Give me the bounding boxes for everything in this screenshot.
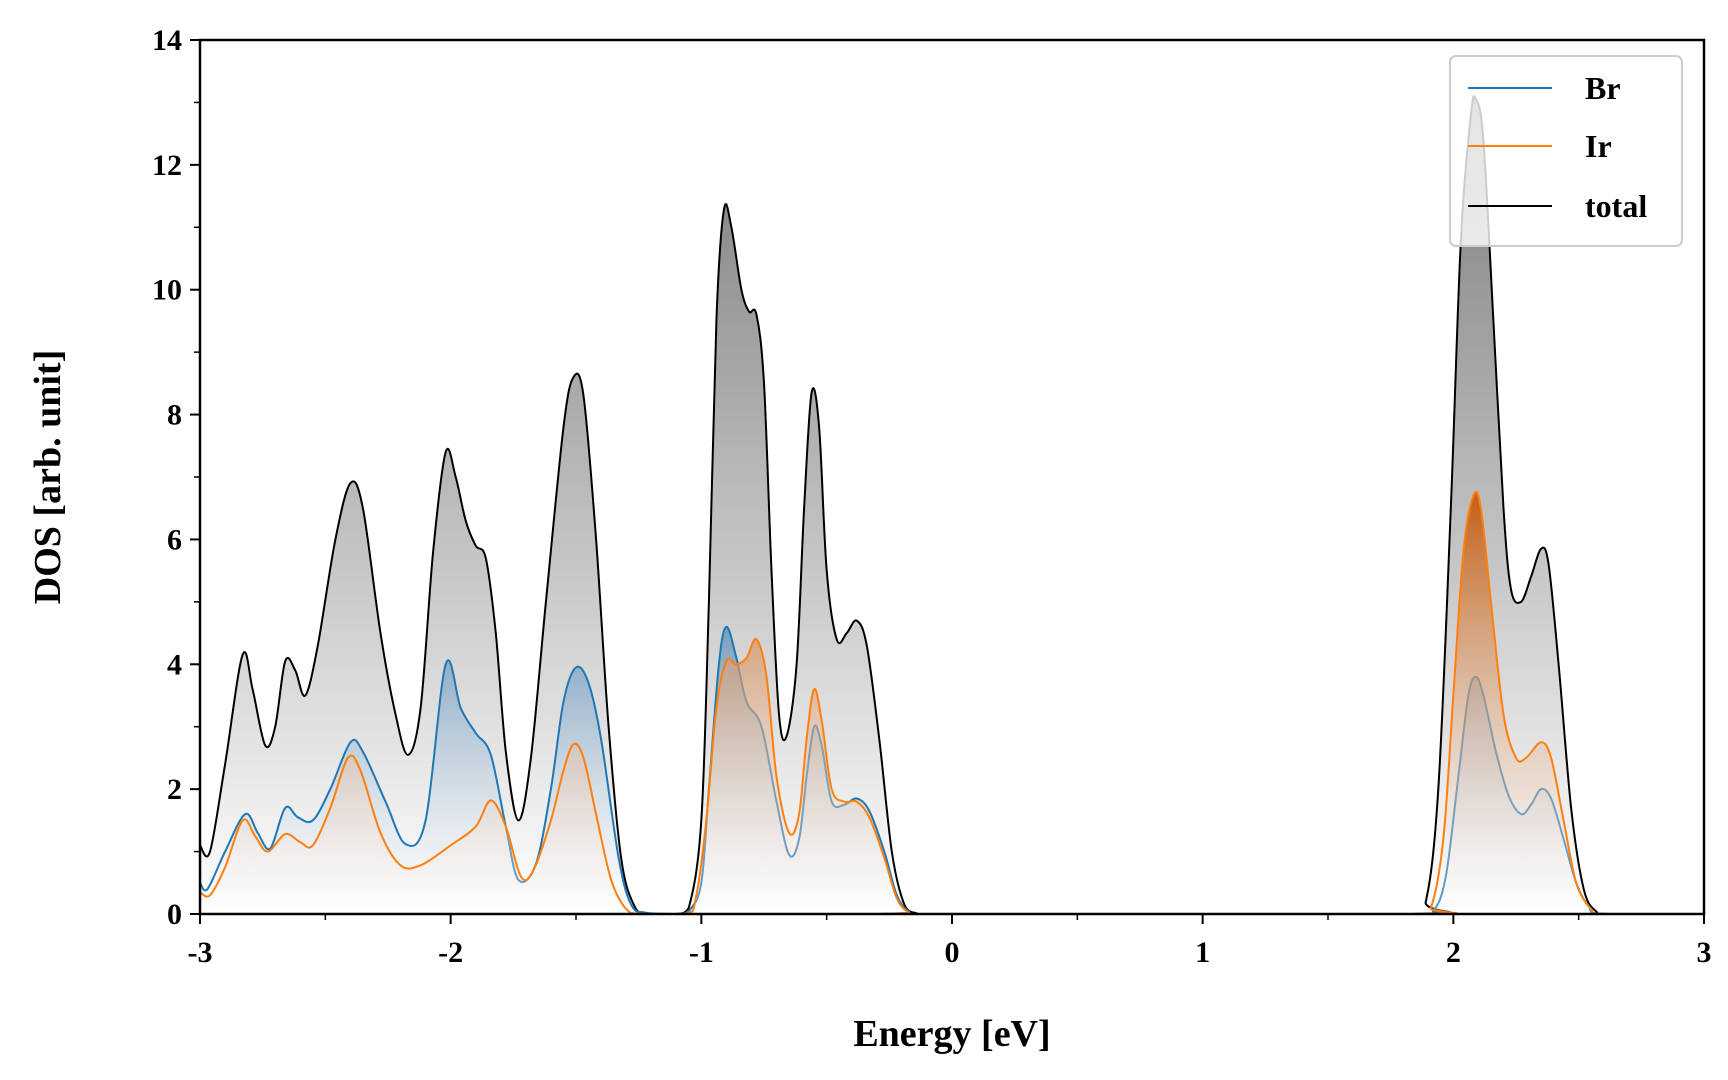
y-tick-label: 4 — [167, 648, 182, 681]
x-tick-label: -1 — [689, 936, 714, 969]
x-tick-label: 1 — [1195, 936, 1210, 969]
y-axis-label: DOS [arb. unit] — [27, 350, 69, 604]
y-tick-label: 8 — [167, 399, 182, 432]
x-tick-label: -3 — [188, 936, 213, 969]
x-tick-label: 2 — [1446, 936, 1461, 969]
legend-label-ir: Ir — [1585, 128, 1612, 164]
y-tick-label: 10 — [152, 274, 182, 307]
legend-label-total: total — [1585, 188, 1647, 224]
x-tick-label: -2 — [438, 936, 463, 969]
x-tick-label: 0 — [945, 936, 960, 969]
y-tick-label: 12 — [152, 149, 182, 182]
y-tick-label: 0 — [167, 898, 182, 931]
legend: Br Ir total — [1449, 55, 1683, 247]
y-tick-label: 14 — [152, 24, 182, 57]
x-axis-label: Energy [eV] — [853, 1013, 1050, 1055]
series-ir-line — [200, 490, 1704, 914]
x-tick-label: 3 — [1697, 936, 1712, 969]
legend-label-br: Br — [1585, 70, 1621, 106]
legend-frame — [1449, 55, 1683, 247]
series-ir-area — [200, 491, 1704, 914]
y-tick-label: 2 — [167, 773, 182, 806]
y-tick-label: 6 — [167, 523, 182, 556]
